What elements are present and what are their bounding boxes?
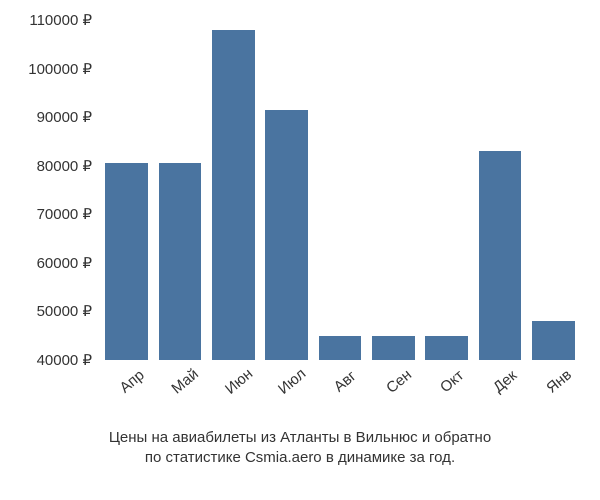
bar-slot — [420, 20, 473, 360]
bar-slot — [153, 20, 206, 360]
bar — [159, 163, 202, 360]
y-tick-label: 90000 ₽ — [37, 108, 92, 126]
caption-line-2: по статистике Csmia.aero в динамике за г… — [0, 448, 600, 468]
bar-slot — [367, 20, 420, 360]
bar — [319, 336, 362, 360]
bar — [265, 110, 308, 360]
bar — [532, 321, 575, 360]
y-tick-label: 70000 ₽ — [37, 205, 92, 223]
bar — [105, 163, 148, 360]
y-tick-label: 100000 ₽ — [28, 60, 92, 78]
y-axis: 40000 ₽50000 ₽60000 ₽70000 ₽80000 ₽90000… — [0, 20, 100, 360]
y-tick-label: 40000 ₽ — [37, 351, 92, 369]
x-tick-label: Янв — [533, 358, 600, 431]
x-axis: АпрМайИюнИюлАвгСенОктДекЯнв — [100, 365, 580, 425]
caption-line-1: Цены на авиабилеты из Атланты в Вильнюс … — [0, 428, 600, 448]
bar — [425, 336, 468, 360]
plot-area — [100, 20, 580, 360]
bar — [212, 30, 255, 360]
bar-slot — [260, 20, 313, 360]
y-tick-label: 80000 ₽ — [37, 157, 92, 175]
bar-slot — [313, 20, 366, 360]
price-chart: 40000 ₽ 50000 ₽ 60000 ₽ 70000 ₽ 80000 ₽ 90000… — [0, 20, 600, 480]
bar-slot — [100, 20, 153, 360]
bar-slot — [207, 20, 260, 360]
bar-slot — [473, 20, 526, 360]
chart-caption: Цены на авиабилеты из Атланты в Вильнюс … — [0, 428, 600, 469]
bar — [372, 336, 415, 360]
bar-slot — [527, 20, 580, 360]
y-tick-label: 50000 ₽ — [37, 302, 92, 320]
y-tick-label: 60000 ₽ — [37, 254, 92, 272]
y-tick-label: 110000 ₽ — [29, 11, 92, 29]
bar — [479, 151, 522, 360]
bars-group — [100, 20, 580, 360]
